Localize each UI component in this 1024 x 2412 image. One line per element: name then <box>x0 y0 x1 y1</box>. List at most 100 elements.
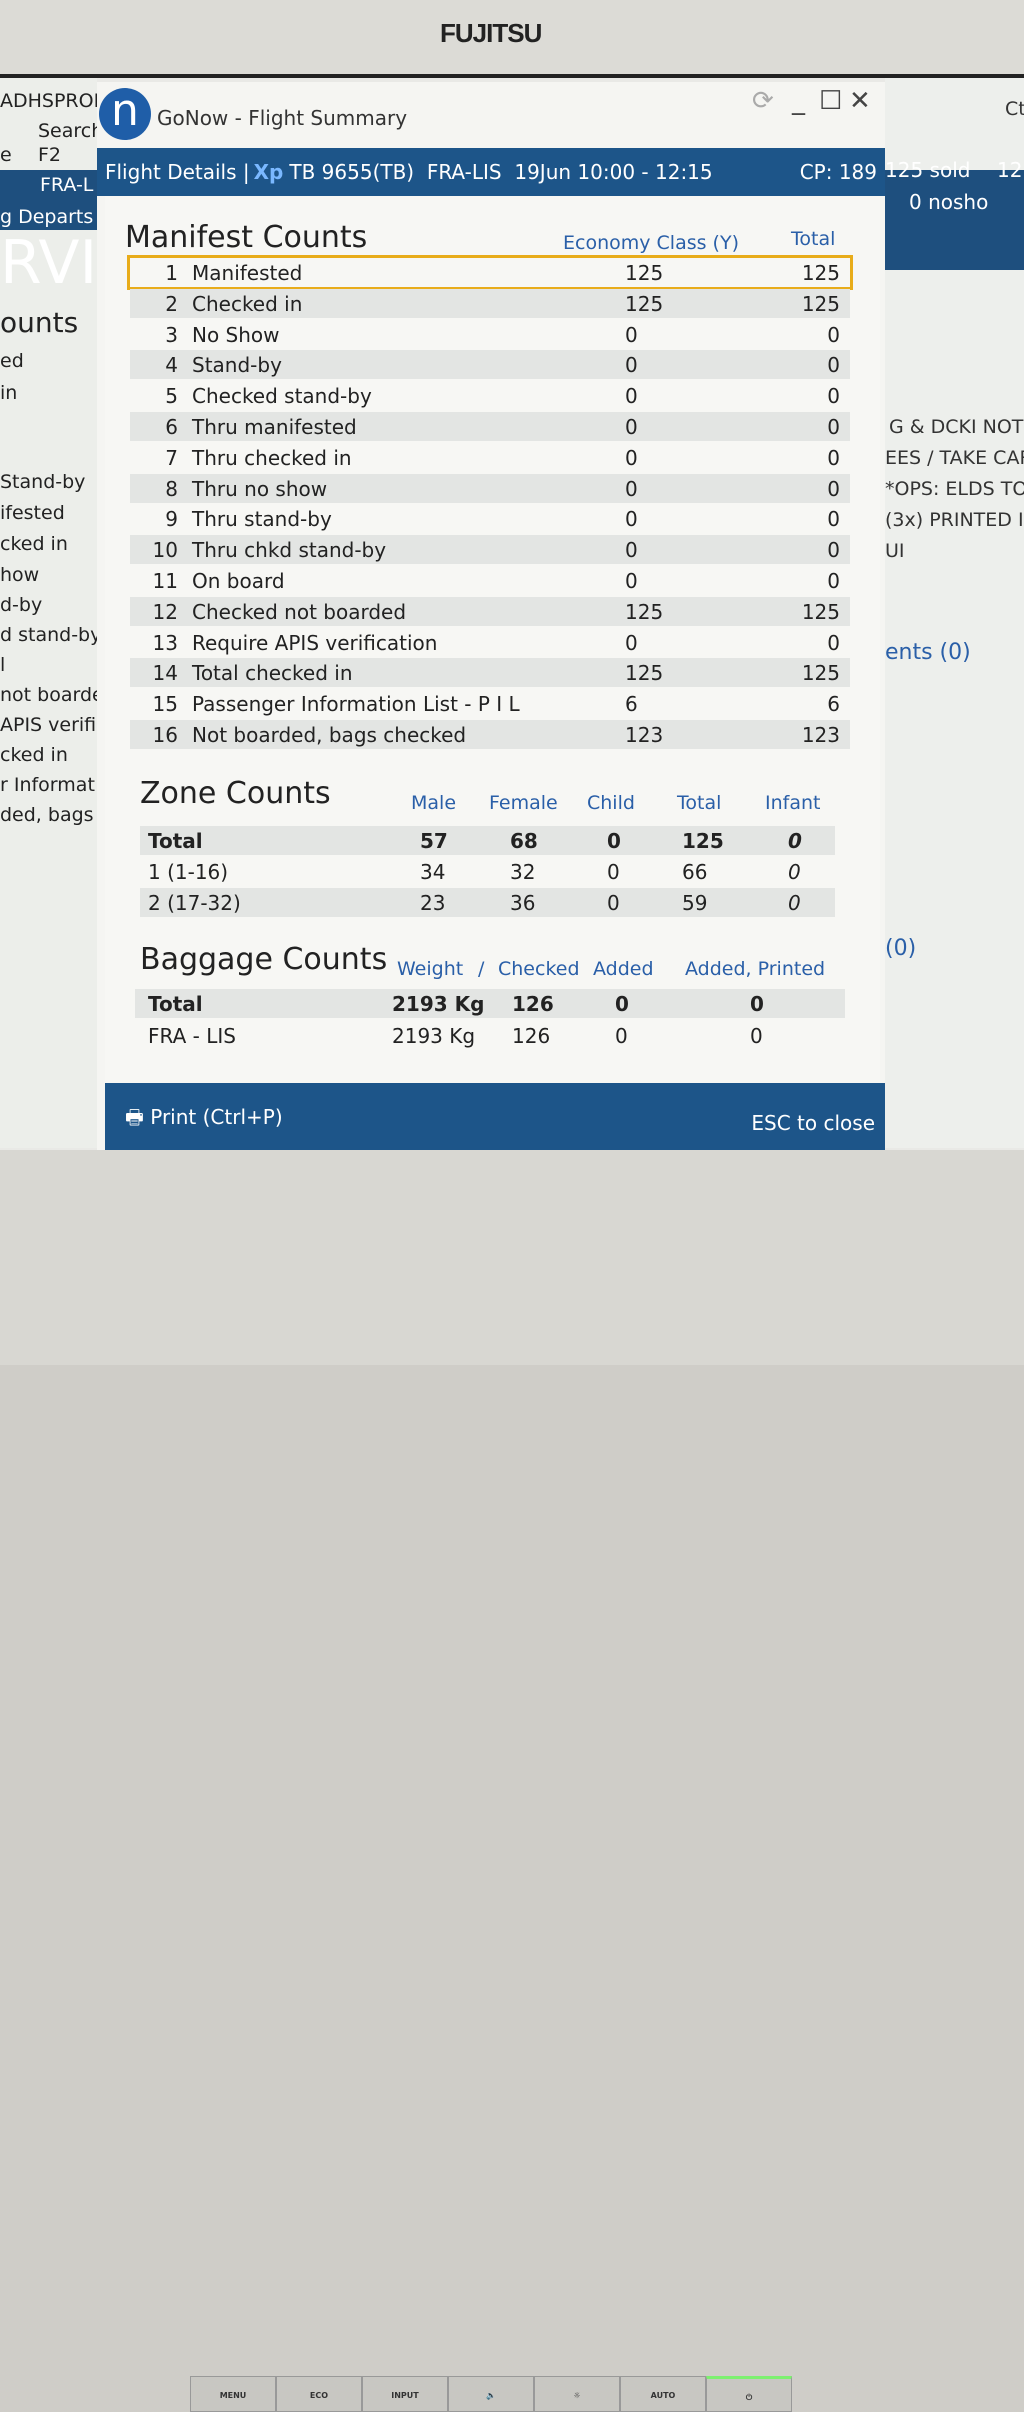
monitor-button[interactable]: ⏻ <box>706 2376 792 2412</box>
row-label: Checked stand-by <box>192 384 372 409</box>
background-text: (3x) PRINTED I <box>885 509 1024 531</box>
manifest-row: 4 Stand-by 0 0 <box>130 350 850 380</box>
row-label: Thru manifested <box>192 415 357 439</box>
total-count: 0 <box>827 384 840 409</box>
row-label: Thru checked in <box>192 445 352 470</box>
background-text: ed <box>0 350 24 372</box>
cp-count: CP: 189 <box>799 160 877 184</box>
title-bar: n GoNow - Flight Summary ⟳ _ ☐ ✕ <box>97 82 885 148</box>
zone-value: 0 <box>788 891 801 915</box>
manifest-row: 3 No Show 0 0 <box>130 320 850 349</box>
row-label: Thru no show <box>192 476 328 501</box>
total-count: 0 <box>827 353 840 378</box>
row-number: 13 <box>152 630 178 655</box>
background-text: Search <box>38 120 97 142</box>
printer-icon: 🖶 <box>125 1105 151 1129</box>
manifest-row: 11 On board 0 0 <box>130 566 850 595</box>
economy-count: 125 <box>625 291 664 316</box>
monitor-button[interactable]: MENU <box>190 2376 276 2412</box>
row-number: 6 <box>165 415 178 439</box>
row-label: Not boarded, bags checked <box>192 723 467 747</box>
baggage-col-header: Added <box>593 958 654 980</box>
zone-col-header: Total <box>677 792 722 814</box>
row-number: 16 <box>152 723 178 747</box>
background-text: UI <box>885 540 905 562</box>
economy-count: 0 <box>625 538 638 563</box>
background-app-right: Ct 125 sold 125 0 nosho G & DCKI NOT EES / TA… <box>885 78 1024 1148</box>
baggage-col-header: Checked <box>498 958 580 980</box>
baggage-value: 126 <box>512 1024 551 1048</box>
flight-details-label: Flight Details | <box>105 160 250 184</box>
background-text: d-by <box>0 594 43 616</box>
row-number: 4 <box>165 353 178 378</box>
row-number: 9 <box>165 507 178 532</box>
economy-count: 123 <box>625 723 664 747</box>
footer-bar: 🖶 Print (Ctrl+P) ESC to close <box>105 1083 885 1151</box>
minimize-button[interactable]: _ <box>792 86 805 116</box>
baggage-value: 2193 Kg <box>392 992 485 1016</box>
zone-value: 57 <box>420 829 448 853</box>
background-text: cked in <box>0 744 68 766</box>
manifest-row: 10 Thru chkd stand-by 0 0 <box>130 535 850 565</box>
monitor-button[interactable]: 🔈 <box>448 2376 534 2412</box>
monitor-bezel-top: FUJITSU <box>0 0 1024 78</box>
monitor-button[interactable]: INPUT <box>362 2376 448 2412</box>
monitor-button[interactable]: ☼ <box>534 2376 620 2412</box>
row-number: 7 <box>165 445 178 470</box>
manifest-row: 1 Manifested 125 125 <box>127 255 853 290</box>
background-text: ded, bags c <box>0 804 97 826</box>
baggage-value: 0 <box>750 1024 763 1048</box>
row-label: Manifested <box>192 261 303 285</box>
row-number: 14 <box>152 661 178 686</box>
flight-summary-window: n GoNow - Flight Summary ⟳ _ ☐ ✕ Flight … <box>97 82 885 1152</box>
refresh-icon[interactable]: ⟳ <box>752 86 774 116</box>
total-count: 0 <box>827 569 840 593</box>
background-text: EES / TAKE CAR <box>885 447 1024 469</box>
background-text: ifested <box>0 502 65 524</box>
economy-count: 125 <box>625 661 664 686</box>
background-text: g Departs <box>0 206 94 228</box>
monitor-button[interactable]: AUTO <box>620 2376 706 2412</box>
zone-value: 59 <box>682 891 708 915</box>
total-count: 0 <box>827 538 840 563</box>
economy-count: 0 <box>625 322 638 347</box>
baggage-label: FRA - LIS <box>148 1024 236 1048</box>
manifest-row: 12 Checked not boarded 125 125 <box>130 596 850 626</box>
row-label: Total checked in <box>192 661 353 686</box>
total-count: 0 <box>827 445 840 470</box>
row-number: 3 <box>165 322 178 347</box>
manifest-row: 5 Checked stand-by 0 0 <box>130 381 850 410</box>
manifest-row: 7 Thru checked in 0 0 <box>130 443 850 472</box>
maximize-button[interactable]: ☐ <box>819 86 843 116</box>
row-label: Passenger Information List - P I L <box>192 692 520 717</box>
row-number: 12 <box>152 599 178 624</box>
baggage-value: 0 <box>750 992 764 1016</box>
economy-count: 0 <box>625 476 638 501</box>
zone-value: 0 <box>607 829 621 853</box>
manifest-col-economy: Economy Class (Y) <box>563 232 739 254</box>
background-text: ounts <box>0 306 79 339</box>
zone-label: 2 (17-32) <box>148 891 241 915</box>
print-button[interactable]: 🖶 Print (Ctrl+P) <box>125 1105 283 1129</box>
row-label: Checked not boarded <box>192 599 407 624</box>
row-number: 5 <box>165 384 178 409</box>
economy-count: 0 <box>625 445 638 470</box>
row-number: 1 <box>165 261 178 285</box>
total-count: 6 <box>827 692 840 717</box>
close-button[interactable]: ✕ <box>849 86 871 116</box>
zone-row: Total 57 68 0 125 0 <box>140 826 835 855</box>
monitor-button[interactable]: ECO <box>276 2376 362 2412</box>
manifest-col-total: Total <box>791 228 836 250</box>
economy-count: 6 <box>625 692 638 717</box>
manifest-row: 16 Not boarded, bags checked 123 123 <box>130 720 850 749</box>
flight-details-header: Flight Details | Xp TB 9655(TB) FRA-LIS … <box>97 148 885 196</box>
row-label: No Show <box>192 322 280 347</box>
row-label: Require APIS verification <box>192 630 438 655</box>
flight-time: 10:00 - 12:15 <box>577 160 713 184</box>
zone-col-header: Female <box>489 792 558 814</box>
background-text: G & DCKI NOT <box>889 416 1024 438</box>
total-count: 125 <box>801 661 840 686</box>
baggage-value: 2193 Kg <box>392 1024 476 1048</box>
zone-value: 34 <box>420 860 446 884</box>
manifest-row: 6 Thru manifested 0 0 <box>130 412 850 441</box>
